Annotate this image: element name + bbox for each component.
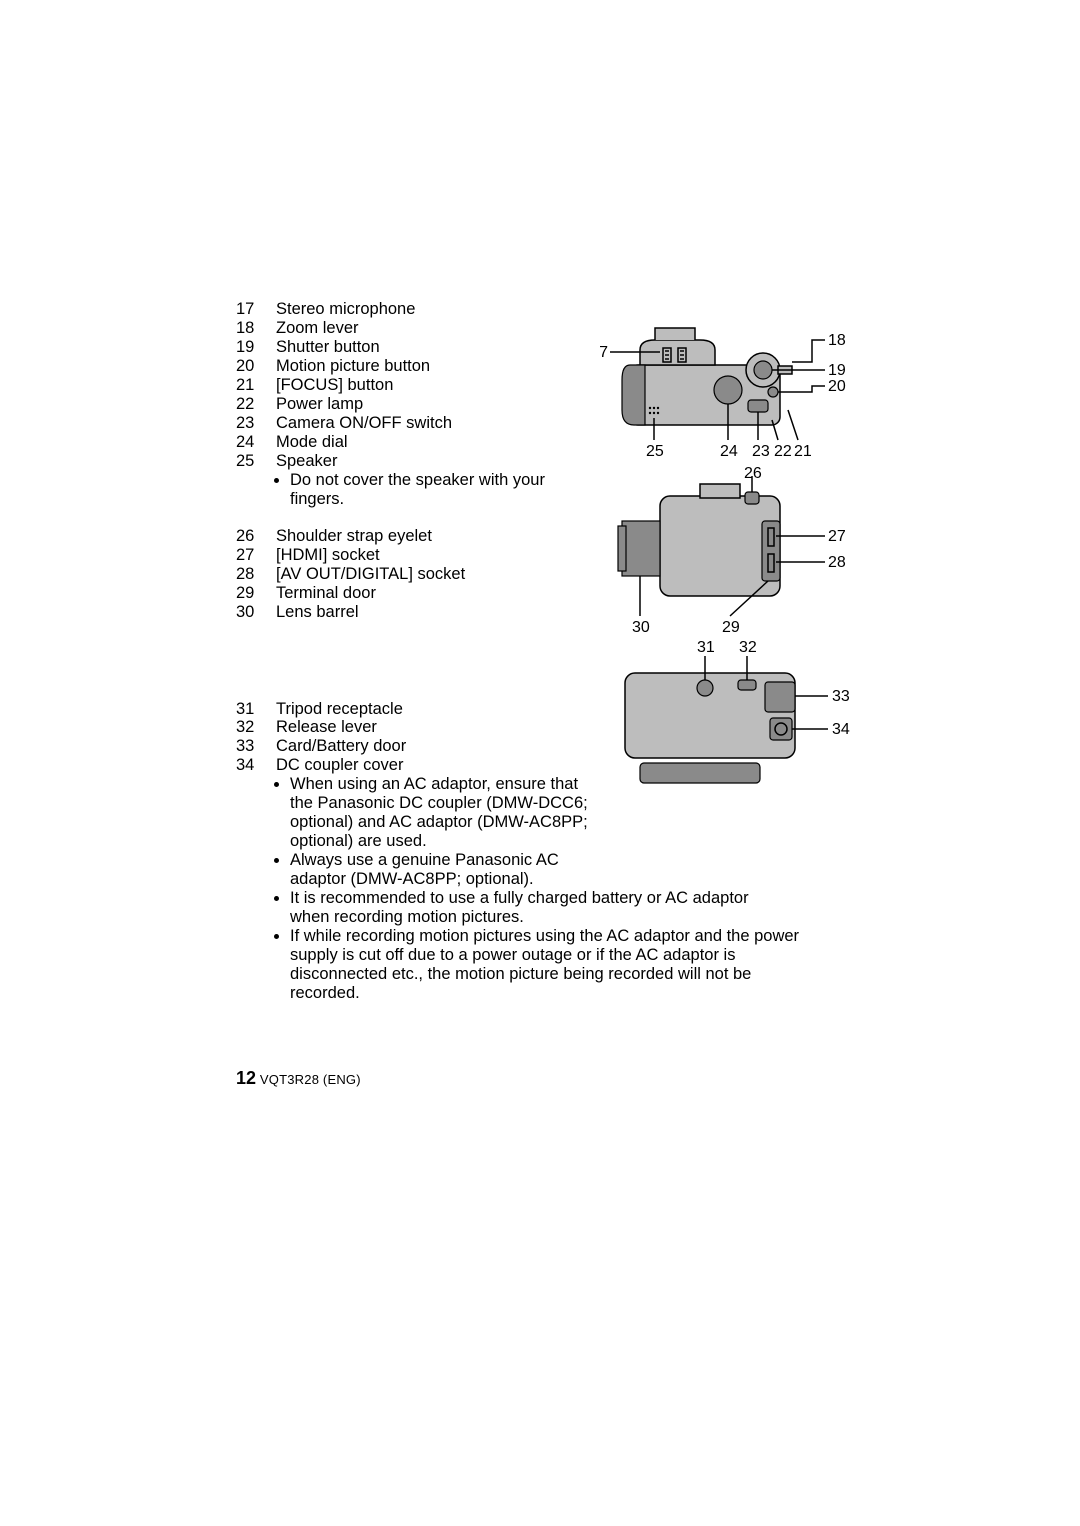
callout-label: 34 [832, 721, 850, 738]
list-text: Speaker [276, 452, 462, 471]
sublist-item: When using an AC adaptor, ensure that th… [290, 775, 590, 851]
callout-label: 23 [752, 443, 770, 460]
callout-label: 26 [744, 466, 762, 482]
page: 17Stereo microphone 18Zoom lever 19Shutt… [0, 0, 1080, 1526]
page-footer: 12 VQT3R28 (ENG) [236, 1068, 361, 1089]
page-number: 12 [236, 1068, 256, 1088]
doc-code: VQT3R28 (ENG) [260, 1072, 361, 1087]
callout-label: 21 [794, 443, 812, 460]
list-number: 19 [236, 338, 276, 357]
callout-label: 22 [774, 443, 792, 460]
callout-label: 19 [828, 362, 846, 379]
list-number: 25 [236, 452, 276, 471]
list-number: 17 [236, 300, 276, 319]
list-text: Terminal door [276, 584, 475, 603]
callout-label: 31 [697, 639, 715, 656]
callout-label: 32 [739, 639, 757, 656]
list-text: Release lever [276, 718, 416, 737]
list-text: DC coupler cover [276, 756, 416, 775]
callout-label: 30 [632, 619, 650, 636]
list-text: [HDMI] socket [276, 546, 475, 565]
list-number: 34 [236, 756, 276, 775]
list-number: 30 [236, 603, 276, 622]
list-number: 33 [236, 737, 276, 756]
camera-side-diagram: 26 27 28 30 29 [600, 466, 860, 636]
list-number: 27 [236, 546, 276, 565]
callout-label: 24 [720, 443, 738, 460]
callout-label: 33 [832, 688, 850, 705]
callout-label: 28 [828, 554, 846, 571]
list-number: 26 [236, 527, 276, 546]
list-number: 22 [236, 395, 276, 414]
callout-label: 29 [722, 619, 740, 636]
parts-list-b: 26Shoulder strap eyelet 27[HDMI] socket … [236, 527, 586, 622]
sublist-item: Always use a genuine Panasonic AC adapto… [290, 851, 590, 889]
camera-top-diagram: 17 18 19 20 25 24 23 22 21 [600, 300, 860, 460]
list-text: Card/Battery door [276, 737, 416, 756]
list-text: [FOCUS] button [276, 376, 462, 395]
list-number: 23 [236, 414, 276, 433]
list-text: Stereo microphone [276, 300, 462, 319]
parts-list-a: 17Stereo microphone 18Zoom lever 19Shutt… [236, 300, 586, 509]
callout-label: 20 [828, 378, 846, 395]
sublist-item: Do not cover the speaker with your finge… [290, 471, 586, 509]
list-text: Mode dial [276, 433, 462, 452]
callout-label: 27 [828, 528, 846, 545]
list-number: 28 [236, 565, 276, 584]
sublist-a: Do not cover the speaker with your finge… [272, 471, 586, 509]
list-text: Shutter button [276, 338, 462, 357]
list-number: 20 [236, 357, 276, 376]
list-text: [AV OUT/DIGITAL] socket [276, 565, 475, 584]
list-text: Motion picture button [276, 357, 462, 376]
list-number: 24 [236, 433, 276, 452]
list-text: Shoulder strap eyelet [276, 527, 475, 546]
camera-bottom-diagram: 31 32 33 34 [610, 638, 860, 798]
list-number: 32 [236, 718, 276, 737]
list-text: Power lamp [276, 395, 462, 414]
list-number: 29 [236, 584, 276, 603]
list-text: Camera ON/OFF switch [276, 414, 462, 433]
sublist-item: It is recommended to use a fully charged… [290, 889, 760, 927]
callout-label: 17 [600, 344, 608, 361]
sublist-c: When using an AC adaptor, ensure that th… [272, 775, 796, 1003]
list-number: 31 [236, 700, 276, 719]
list-number: 21 [236, 376, 276, 395]
callout-label: 25 [646, 443, 664, 460]
list-text: Zoom lever [276, 319, 462, 338]
list-number: 18 [236, 319, 276, 338]
list-text: Tripod receptacle [276, 700, 416, 719]
callout-label: 18 [828, 332, 846, 349]
sublist-item: If while recording motion pictures using… [290, 927, 810, 1003]
list-text: Lens barrel [276, 603, 475, 622]
